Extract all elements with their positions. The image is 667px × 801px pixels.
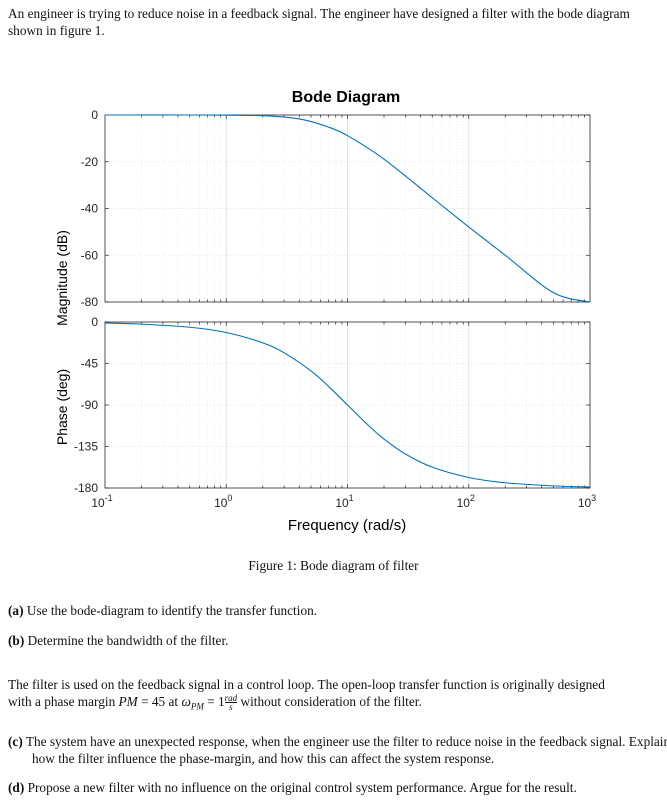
middle-pre-text: with a phase margin <box>8 694 116 709</box>
rad-per-s-fraction: rad s <box>224 693 238 713</box>
intro-paragraph: An engineer is trying to reduce noise in… <box>8 5 658 39</box>
magnitude-series-line <box>104 114 591 303</box>
phase-ytick-label: -180 <box>74 481 98 495</box>
x-tick-label: 102 <box>457 493 475 510</box>
question-b: (b) Determine the bandwidth of the filte… <box>8 632 653 649</box>
question-d: (d) Propose a new filter with no influen… <box>8 779 653 796</box>
chart-xlabel: Frequency (rad/s) <box>288 517 406 534</box>
question-b-text: Determine the bandwidth of the filter. <box>27 633 229 648</box>
magnitude-ytick-label: -60 <box>81 248 99 262</box>
chart-title: Bode Diagram <box>292 89 400 106</box>
phase-series-line <box>104 322 591 488</box>
question-d-text: Propose a new filter with no influence o… <box>27 780 577 795</box>
phase-ytick-label: -135 <box>74 440 98 454</box>
pm-symbol: PM <box>118 694 138 709</box>
pm-equation: = 45 at <box>137 694 182 709</box>
magnitude-ylabel: Magnitude (dB) <box>54 230 70 326</box>
figure-caption-text: Figure 1: Bode diagram of filter <box>248 558 419 573</box>
magnitude-ytick-label: -20 <box>81 155 99 169</box>
magnitude-ytick-label: 0 <box>91 108 98 122</box>
magnitude-ytick-label: -80 <box>81 295 99 309</box>
question-c: (c) The system have an unexpected respon… <box>8 733 667 767</box>
x-tick-label: 103 <box>578 493 596 510</box>
question-d-label: (d) <box>8 780 25 795</box>
phase-grid <box>105 322 590 488</box>
phase-ytick-labels: 0 -45 -90 -135 -180 <box>74 315 98 495</box>
omega-subscript: PM <box>190 701 204 712</box>
magnitude-ytick-labels: 0 -20 -40 -60 -80 <box>81 108 99 309</box>
question-a: (a) Use the bode-diagram to identify the… <box>8 602 653 619</box>
question-a-label: (a) <box>8 603 24 618</box>
figure-caption: Figure 1: Bode diagram of filter <box>0 558 667 574</box>
x-tick-label: 10-1 <box>91 493 112 510</box>
phase-ylabel: Phase (deg) <box>54 369 70 445</box>
x-tick-label: 100 <box>214 493 232 510</box>
middle-paragraph: The filter is used on the feedback signa… <box>8 676 658 716</box>
intro-text: An engineer is trying to reduce noise in… <box>8 6 630 38</box>
magnitude-grid <box>105 115 590 302</box>
middle-line-1: The filter is used on the feedback signa… <box>8 677 605 692</box>
phase-tick-marks <box>105 321 590 489</box>
question-c-label: (c) <box>8 734 23 749</box>
omega-equation: = 1 <box>203 694 225 709</box>
question-a-text: Use the bode-diagram to identify the tra… <box>26 603 318 618</box>
bode-diagram-figure: Bode Diagram Magnitude (dB) Phase (deg) … <box>54 89 596 534</box>
x-tick-label: 101 <box>335 493 353 510</box>
fraction-numerator: rad <box>224 693 238 704</box>
middle-post-text: without consideration of the filter. <box>240 694 422 709</box>
omega-symbol: ω <box>181 694 191 709</box>
phase-ytick-label: -45 <box>81 357 99 371</box>
question-c-text: The system have an unexpected response, … <box>25 734 667 766</box>
x-tick-labels: 10-1 100 101 102 103 <box>91 493 596 510</box>
phase-ytick-label: -90 <box>81 398 99 412</box>
middle-line-2: with a phase margin PM = 45 at ωPM = 1 ra… <box>8 693 658 716</box>
fraction-denominator: s <box>229 702 233 713</box>
magnitude-ytick-label: -40 <box>81 202 99 216</box>
phase-ytick-label: 0 <box>91 315 98 329</box>
question-b-label: (b) <box>8 633 25 648</box>
